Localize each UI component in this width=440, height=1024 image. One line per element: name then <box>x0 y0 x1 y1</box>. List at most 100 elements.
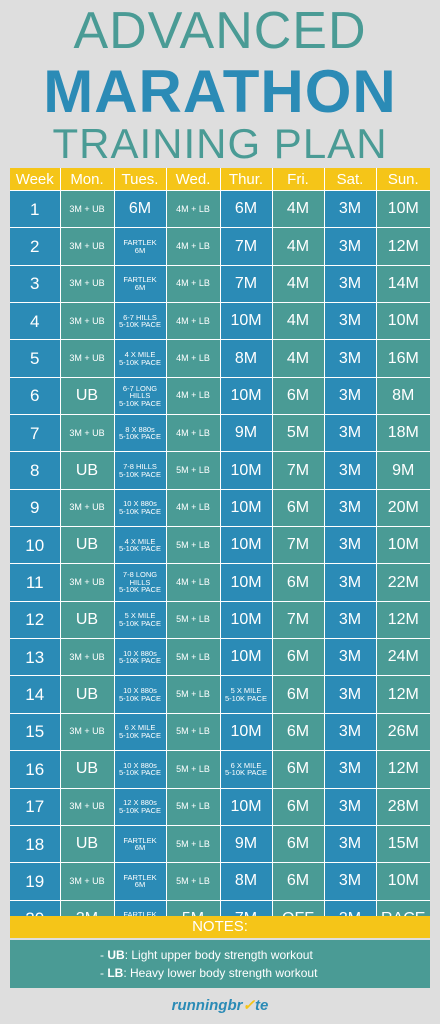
table-row: 5 3M + UB 4 X MILE 5-10K PACE 4M + LB 8M 4M 3M… <box>10 339 430 378</box>
table-row: 6 UB 6-7 LONG HILLS 5-10K PACE 4M + LB 10M 6M… <box>10 376 430 415</box>
cell-week: 15 <box>10 712 60 751</box>
cell-wed: 4M + LB <box>165 376 220 415</box>
cell-fri: 6M <box>271 638 324 676</box>
cell-fri: 4M <box>271 339 324 378</box>
cell-thur: 9M <box>219 824 272 863</box>
cell-tues: 4 X MILE 5-10K PACE <box>113 339 166 378</box>
table-row: 19 3M + UB FARTLEK 6M 5M + LB 8M 6M 3M 10M <box>10 862 430 901</box>
cell-week: 16 <box>10 750 60 788</box>
cell-week: 8 <box>10 451 60 490</box>
cell-sat: 3M <box>323 264 376 303</box>
cell-week: 12 <box>10 600 60 639</box>
table-row: 4 3M + UB 6-7 HILLS 5-10K PACE 4M + LB 10M 4M… <box>10 302 430 340</box>
cell-sat: 3M <box>323 189 376 228</box>
cell-sat: 3M <box>323 600 376 639</box>
cell-sun: 18M <box>375 414 430 452</box>
cell-week: 18 <box>10 824 60 863</box>
cell-sun: 20M <box>375 488 430 527</box>
cell-week: 2 <box>10 227 60 266</box>
cell-week: 13 <box>10 638 60 676</box>
header-tues: Tues. <box>113 168 166 191</box>
cell-wed: 4M + LB <box>165 189 220 228</box>
cell-sat: 3M <box>323 414 376 452</box>
cell-mon: 3M + UB <box>59 264 114 303</box>
cell-thur: 10M <box>219 787 272 826</box>
notes-heading: NOTES: <box>10 916 430 938</box>
cell-sat: 3M <box>323 451 376 490</box>
cell-mon: 3M + UB <box>59 787 114 826</box>
cell-wed: 5M + LB <box>165 750 220 788</box>
cell-sun: 12M <box>375 600 430 639</box>
table-body: 1 3M + UB 6M 4M + LB 6M 4M 3M 10M 2 3M + UB FARTLE… <box>10 189 430 937</box>
cell-sun: 16M <box>375 339 430 378</box>
cell-thur: 10M <box>219 488 272 527</box>
cell-mon: UB <box>59 451 114 490</box>
cell-wed: 4M + LB <box>165 227 220 266</box>
cell-sat: 3M <box>323 526 376 564</box>
cell-mon: 3M + UB <box>59 488 114 527</box>
logo-check-icon: ✓ <box>242 997 256 1014</box>
cell-sun: 9M <box>375 451 430 490</box>
cell-week: 7 <box>10 414 60 452</box>
cell-thur: 10M <box>219 563 272 602</box>
cell-sat: 3M <box>323 862 376 901</box>
note-text: : Light upper body strength workout <box>124 948 313 962</box>
cell-fri: 7M <box>271 451 324 490</box>
cell-tues: 8 X 880s 5-10K PACE <box>113 414 166 452</box>
cell-sat: 3M <box>323 824 376 863</box>
cell-sun: 10M <box>375 526 430 564</box>
cell-thur: 8M <box>219 339 272 378</box>
cell-week: 14 <box>10 675 60 714</box>
cell-sat: 3M <box>323 563 376 602</box>
cell-tues: 6 X MILE 5-10K PACE <box>113 712 166 751</box>
table-row: 12 UB 5 X MILE 5-10K PACE 5M + LB 10M 7M 3M 12M <box>10 600 430 639</box>
cell-mon: UB <box>59 526 114 564</box>
cell-sun: 8M <box>375 376 430 415</box>
cell-sun: 28M <box>375 787 430 826</box>
cell-sun: 14M <box>375 264 430 303</box>
cell-wed: 5M + LB <box>165 526 220 564</box>
logo-text: runningbr <box>171 997 243 1014</box>
cell-thur: 7M <box>219 227 272 266</box>
cell-fri: 6M <box>271 750 324 788</box>
cell-thur: 8M <box>219 862 272 901</box>
cell-mon: UB <box>59 376 114 415</box>
cell-mon: 3M + UB <box>59 189 114 228</box>
note-abbr: UB <box>107 948 125 962</box>
cell-thur: 10M <box>219 638 272 676</box>
cell-fri: 4M <box>271 189 324 228</box>
cell-wed: 5M + LB <box>165 712 220 751</box>
cell-tues: 10 X 880s 5-10K PACE <box>113 675 166 714</box>
title-line-1: ADVANCED <box>73 2 367 60</box>
note-lb: - LB: Heavy lower body strength workout <box>100 966 318 980</box>
cell-wed: 4M + LB <box>165 264 220 303</box>
cell-tues: 5 X MILE 5-10K PACE <box>113 600 166 639</box>
table-row: 15 3M + UB 6 X MILE 5-10K PACE 5M + LB 10M 6M… <box>10 712 430 751</box>
note-ub: - UB: Light upper body strength workout <box>100 948 313 962</box>
header-week: Week <box>10 168 60 191</box>
cell-wed: 4M + LB <box>165 414 220 452</box>
cell-tues: FARTLEK 6M <box>113 824 166 863</box>
cell-fri: 6M <box>271 787 324 826</box>
cell-thur: 7M <box>219 264 272 303</box>
table-row: 3 3M + UB FARTLEK 6M 4M + LB 7M 4M 3M 14M <box>10 264 430 303</box>
cell-sun: 10M <box>375 862 430 901</box>
cell-sun: 26M <box>375 712 430 751</box>
cell-thur: 10M <box>219 376 272 415</box>
cell-sat: 3M <box>323 488 376 527</box>
cell-sun: 24M <box>375 638 430 676</box>
header-wed: Wed. <box>165 168 220 191</box>
cell-week: 3 <box>10 264 60 303</box>
cell-mon: 3M + UB <box>59 638 114 676</box>
cell-mon: 3M + UB <box>59 563 114 602</box>
cell-week: 4 <box>10 302 60 340</box>
cell-mon: 3M + UB <box>59 339 114 378</box>
table-row: 7 3M + UB 8 X 880s 5-10K PACE 4M + LB 9M 5M 3M… <box>10 414 430 452</box>
cell-tues: 7-8 LONG HILLS 5-10K PACE <box>113 563 166 602</box>
cell-fri: 6M <box>271 376 324 415</box>
cell-tues: 12 X 880s 5-10K PACE <box>113 787 166 826</box>
cell-week: 10 <box>10 526 60 564</box>
note-abbr: LB <box>107 966 124 980</box>
cell-fri: 6M <box>271 862 324 901</box>
cell-fri: 5M <box>271 414 324 452</box>
